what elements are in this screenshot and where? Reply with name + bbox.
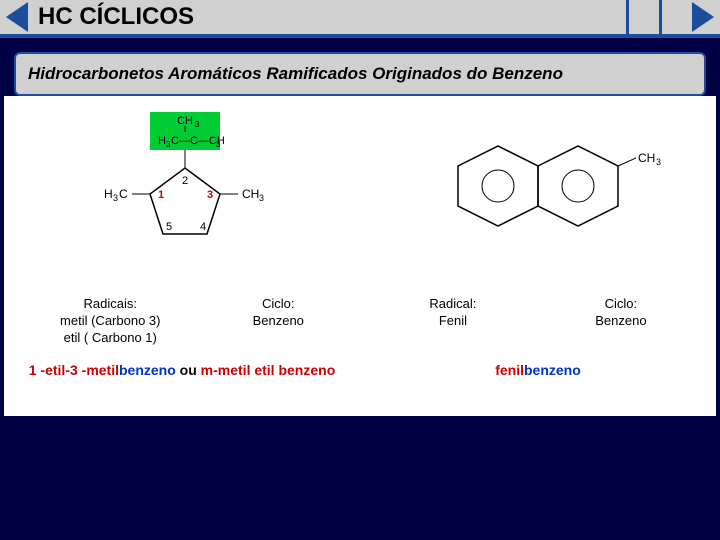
content-area: CH 3 H 3 C—C—CH 3 1 2 3 4 5 — [4, 96, 716, 416]
radical1: metil (Carbono 3) — [60, 313, 160, 330]
radical-name-r: Fenil — [429, 313, 476, 330]
page-title: HC CÍCLICOS — [38, 3, 194, 31]
svg-text:H: H — [104, 187, 113, 201]
slide: HC CÍCLICOS Hidrocarbonetos Aromáticos R… — [0, 0, 720, 540]
svg-text:4: 4 — [200, 221, 206, 233]
divider-icon — [626, 0, 629, 36]
divider-icon — [659, 0, 662, 36]
left-structure: CH 3 H 3 C—C—CH 3 1 2 3 4 5 — [4, 96, 360, 296]
result-red-r: fenil — [495, 362, 524, 378]
radicals-label: Radicais: — [60, 296, 160, 313]
arrow-left-icon[interactable] — [6, 2, 28, 32]
svg-text:CH: CH — [177, 115, 193, 127]
svg-text:3: 3 — [195, 120, 200, 129]
right-labels: Radical: Fenil Ciclo: Benzeno — [360, 296, 716, 356]
svg-text:CH: CH — [638, 151, 655, 165]
cycle-name-r: Benzeno — [595, 313, 646, 330]
subtitle-bar: Hidrocarbonetos Aromáticos Ramificados O… — [14, 52, 706, 96]
svg-text:3: 3 — [259, 193, 264, 203]
left-labels: Radicais: metil (Carbono 3) etil ( Carbo… — [4, 296, 360, 356]
radical2: etil ( Carbono 1) — [60, 330, 160, 347]
svg-text:3: 3 — [207, 189, 213, 201]
cycle-block-r: Ciclo: Benzeno — [595, 296, 646, 330]
radical-block-r: Radical: Fenil — [429, 296, 476, 330]
header-bar: HC CÍCLICOS — [0, 0, 720, 38]
result-prefix: 1 -etil-3 -metil — [29, 362, 119, 378]
svg-text:C: C — [119, 187, 128, 201]
radicals-block: Radicais: metil (Carbono 3) etil ( Carbo… — [60, 296, 160, 347]
svg-text:H: H — [158, 135, 166, 147]
result-ou: ou — [176, 362, 201, 378]
right-structure: CH 3 — [360, 96, 716, 296]
svg-text:2: 2 — [182, 175, 188, 187]
svg-text:CH: CH — [242, 187, 259, 201]
result-suffix: m-metil etil benzeno — [201, 362, 336, 378]
cycle-block: Ciclo: Benzeno — [253, 296, 304, 330]
subtitle-text: Hidrocarbonetos Aromáticos Ramificados O… — [28, 64, 692, 84]
left-result: 1 -etil-3 -metilbenzeno ou m-metil etil … — [4, 356, 360, 378]
radical-label-r: Radical: — [429, 296, 476, 313]
cycle-name: Benzeno — [253, 313, 304, 330]
result-blue-r: benzeno — [524, 362, 581, 378]
svg-text:3: 3 — [216, 140, 221, 149]
left-column: CH 3 H 3 C—C—CH 3 1 2 3 4 5 — [4, 96, 360, 416]
molecule-left-icon: CH 3 H 3 C—C—CH 3 1 2 3 4 5 — [62, 106, 302, 286]
svg-text:5: 5 — [166, 221, 172, 233]
svg-text:3: 3 — [656, 157, 661, 167]
cycle-label: Ciclo: — [253, 296, 304, 313]
svg-text:3: 3 — [113, 193, 118, 203]
right-result: fenilbenzeno — [360, 356, 716, 378]
header-right — [626, 0, 720, 34]
arrow-right-icon[interactable] — [692, 2, 714, 32]
molecule-right-icon: CH 3 — [398, 126, 678, 266]
result-blue: benzeno — [119, 362, 176, 378]
svg-text:1: 1 — [158, 189, 164, 201]
right-column: CH 3 Radical: Fenil Ciclo: Benzeno fenil… — [360, 96, 716, 416]
cycle-label-r: Ciclo: — [595, 296, 646, 313]
